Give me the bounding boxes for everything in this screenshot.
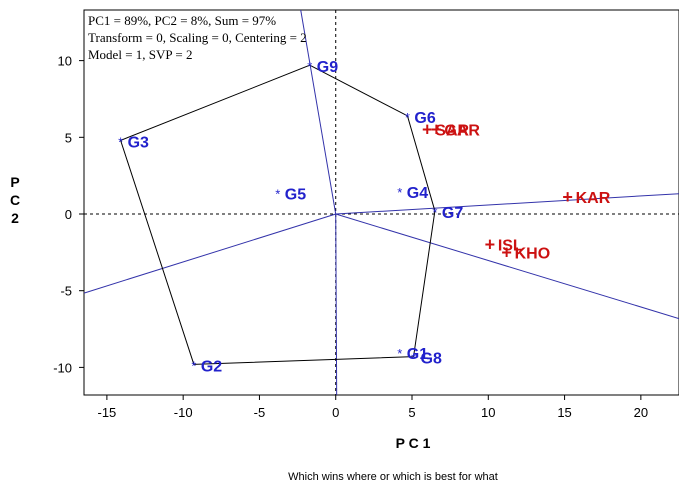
data-points: * G1* G2* G3* G4* G5* G6* G7* G8* G9+ SAR+ GAR+ KAR+… [118,59,611,375]
genotype-marker: * [118,134,123,149]
x-tick-label: 5 [408,405,415,420]
x-tick-label: -10 [174,405,193,420]
genotype-label: G9 [317,59,338,76]
sector-line-2 [335,193,679,215]
environment-label: ISL [498,238,523,255]
environment-label: KHO [515,245,551,262]
x-tick-label: 0 [332,405,339,420]
environment-label: KAR [576,190,611,207]
environment-point-sar: + SAR [422,120,469,140]
chart-caption: Which wins where or which is best for wh… [288,471,498,483]
genotype-marker: * [411,351,416,366]
environment-point-kho: + KHO [501,242,550,262]
sector-line-5 [83,213,336,294]
info-line-1: PC1 = 89%, PC2 = 8%, Sum = 97% [88,13,276,28]
genotype-marker: * [191,358,196,373]
genotype-marker: * [307,59,312,74]
y-tick-label: -10 [53,360,72,375]
genotype-point-g8: * G8 [411,351,442,368]
environment-point-isl: + ISL [485,235,523,255]
polygon-hull [119,64,436,365]
genotype-marker: * [432,205,437,220]
info-box: PC1 = 89%, PC2 = 8%, Sum = 97% Transform… [88,13,307,62]
convex-hull-polygon [119,64,436,365]
genotype-label: G5 [285,187,306,204]
genotype-marker: * [275,187,280,202]
genotype-label: G8 [421,351,442,368]
environment-point-gar: + GAR [431,120,480,140]
info-line-2: Transform = 0, Scaling = 0, Centering = … [88,30,307,45]
x-tick-label: -5 [254,405,266,420]
x-tick-label: 20 [634,405,648,420]
x-axis-title: P C 1 [396,435,431,451]
y-tick-label: 10 [58,54,72,69]
environment-label: SAR [435,123,469,140]
genotype-marker: * [397,346,402,361]
x-tick-label: -15 [97,405,116,420]
genotype-label: G3 [128,134,149,151]
genotype-point-g3: * G3 [118,134,149,151]
y-tick-label: -5 [60,284,72,299]
genotype-point-g1: * G1 [397,346,428,363]
genotype-point-g6: * G6 [405,110,436,127]
genotype-marker: * [397,185,402,200]
genotype-point-g2: * G2 [191,358,222,375]
genotype-point-g5: * G5 [275,187,306,204]
genotype-point-g4: * G4 [397,185,428,202]
genotype-label: G7 [442,205,463,222]
x-tick-label: 15 [557,405,571,420]
sector-line-3 [335,213,679,320]
genotype-point-g9: * G9 [307,59,338,76]
environment-label: GAR [444,123,480,140]
genotype-label: G4 [407,185,428,202]
x-tick-label: 10 [481,405,495,420]
origin-guides [84,10,679,395]
y-tick-label: 0 [65,207,72,222]
environment-marker: + [422,120,433,140]
y-axis-title-char-1: P [10,174,19,190]
y-axis-title-char-3: 2 [11,210,19,226]
environment-marker: + [562,187,573,207]
axis-ticks: -15 -10 -5 0 5 10 15 20 -10 -5 0 5 10 [53,54,648,420]
sector-line-1 [300,9,337,215]
genotype-label: G1 [407,346,428,363]
environment-marker: + [501,242,512,262]
sector-line-4 [335,214,338,396]
y-axis-title-char-2: C [10,192,20,208]
genotype-label: G2 [201,358,222,375]
genotype-point-g7: * G7 [432,205,463,222]
y-tick-label: 5 [65,130,72,145]
y-axis-title: P C 2 [10,174,20,226]
sector-lines [83,9,679,396]
genotype-label: G6 [414,110,435,127]
environment-marker: + [485,235,496,255]
environment-marker: + [431,120,442,140]
info-line-3: Model = 1, SVP = 2 [88,47,192,62]
genotype-marker: * [405,110,410,125]
environment-point-kar: + KAR [562,187,610,207]
